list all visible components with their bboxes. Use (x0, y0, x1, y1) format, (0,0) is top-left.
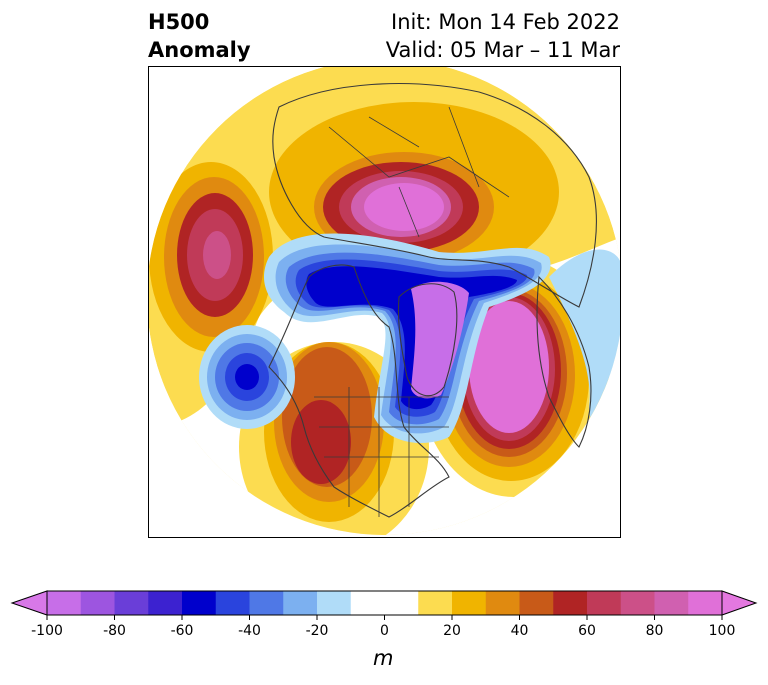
country-borders (328, 106, 510, 238)
title-left: H500 Anomaly (148, 8, 251, 64)
coastline-europe (536, 275, 592, 448)
anomaly-map (148, 66, 621, 538)
high-west-5 (203, 231, 231, 279)
colorbar-cell (350, 591, 385, 615)
colorbar-cell (283, 591, 318, 615)
colorbar-ticks: -100 -80 -60 -40 -20 0 20 40 60 80 100 (31, 615, 735, 639)
coastlines (268, 83, 597, 518)
colorbar-cell (47, 591, 82, 615)
colorbar-cell (620, 591, 655, 615)
map-svg (149, 67, 620, 535)
title-anomaly: Anomaly (148, 38, 251, 62)
colorbar-min-extension (10, 590, 48, 616)
colorbar-cells (47, 591, 723, 615)
coastline-greenland (397, 283, 458, 397)
colorbar-cell (553, 591, 588, 615)
anomaly-contours (149, 67, 620, 535)
colorbar-max-extension (721, 590, 758, 616)
high-na-5 (291, 400, 351, 484)
high-north-6 (364, 183, 444, 231)
colorbar-cell (384, 591, 419, 615)
high-east-7 (469, 301, 549, 433)
colorbar-cell (182, 591, 217, 615)
colorbar-cell (249, 591, 284, 615)
colorbar-unit-label: m (373, 646, 394, 670)
low-pac-5 (235, 364, 259, 390)
colorbar-cell (317, 591, 352, 615)
coastline-north-america (268, 264, 450, 518)
colorbar-tick-label: 60 (578, 623, 596, 639)
colorbar-cell (519, 591, 554, 615)
coastline-eurasia (272, 83, 597, 308)
colorbar-cell (485, 591, 520, 615)
colorbar: -100 -80 -60 -40 -20 0 20 40 60 80 100 (10, 590, 758, 639)
colorbar-cell (654, 591, 689, 615)
colorbar-tick-label: -60 (171, 623, 194, 639)
init-date: Init: Mon 14 Feb 2022 (391, 10, 620, 34)
colorbar-cell (215, 591, 250, 615)
colorbar-cell (418, 591, 453, 615)
colorbar-tick-label: 100 (709, 623, 736, 639)
colorbar-cell (452, 591, 487, 615)
colorbar-tick-label: 20 (443, 623, 461, 639)
title-variable: H500 (148, 10, 210, 34)
colorbar-tick-label: -20 (306, 623, 329, 639)
title-right: Init: Mon 14 Feb 2022 Valid: 05 Mar – 11… (386, 8, 620, 64)
valid-range: Valid: 05 Mar – 11 Mar (385, 38, 620, 62)
colorbar-cell (148, 591, 183, 615)
colorbar-tick-label: -100 (31, 623, 63, 639)
colorbar-tick-label: 80 (646, 623, 664, 639)
colorbar-tick-label: -40 (238, 623, 261, 639)
colorbar-tick-label: -80 (103, 623, 126, 639)
colorbar-tick-label: 40 (511, 623, 529, 639)
colorbar-cell (114, 591, 149, 615)
colorbar-cell (587, 591, 622, 615)
state-borders (314, 387, 449, 517)
low-arctic-6 (411, 281, 469, 399)
low-east-light (549, 249, 620, 436)
colorbar-cell (80, 591, 115, 615)
colorbar-cell (688, 591, 723, 615)
colorbar-tick-label: 0 (380, 623, 389, 639)
